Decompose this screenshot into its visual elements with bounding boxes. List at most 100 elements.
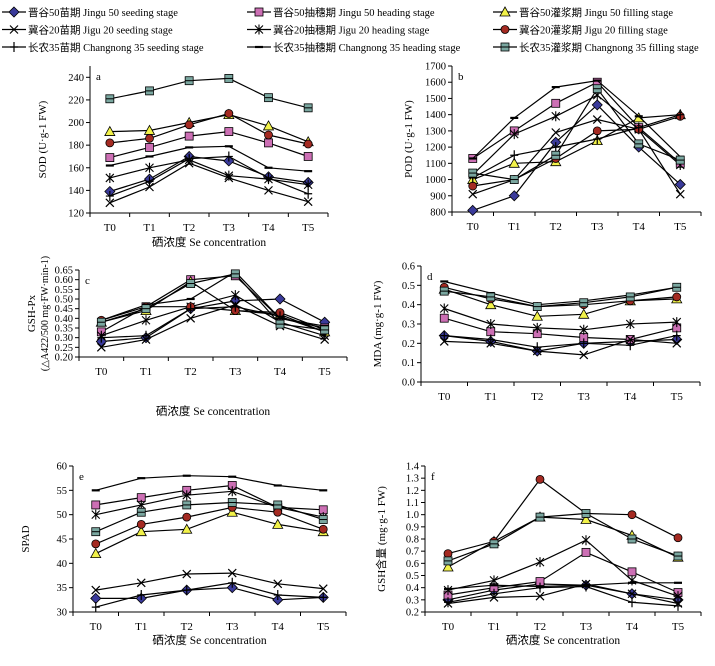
legend-label: 冀谷20灌浆期 Jigu 20 filling stage — [519, 24, 668, 37]
y-tick-label: 40 — [57, 559, 68, 570]
data-point — [489, 575, 499, 586]
y-tick-label: 1.2 — [406, 486, 419, 497]
data-point — [627, 567, 637, 577]
legend-label: 晋谷50灌浆期 Jingu 50 filling stage — [519, 6, 673, 19]
x-axis-label: 硒浓度 Se concentration — [156, 404, 271, 418]
y-tick-label: 0.5 — [406, 571, 419, 582]
x-tick-label: T5 — [319, 366, 332, 378]
data-point — [580, 513, 592, 524]
data-point — [303, 179, 313, 190]
data-point — [672, 292, 682, 302]
y-tick-label: 30 — [57, 608, 68, 619]
x-tick-label: T5 — [671, 391, 684, 403]
legend-marker — [254, 7, 264, 17]
y-tick-label: 0.9 — [406, 522, 419, 533]
y-tick-label: 1700 — [425, 62, 446, 73]
series-line — [109, 145, 309, 172]
series-7 — [444, 581, 682, 611]
y-tick-label: 60 — [57, 462, 68, 473]
data-point — [535, 474, 545, 484]
series-4 — [439, 335, 682, 360]
data-point — [531, 310, 543, 321]
data-point — [675, 189, 685, 199]
series-5 — [91, 486, 328, 523]
x-axis-label: 硒浓度 Se concentration — [152, 235, 267, 249]
y-tick-label: 0.55 — [55, 285, 73, 296]
series-line — [444, 317, 677, 341]
series-2 — [105, 127, 313, 162]
series-line — [109, 155, 309, 197]
series-8 — [440, 280, 681, 306]
series-line — [447, 582, 678, 590]
series-6 — [443, 474, 683, 558]
y-tick-label: 0.2 — [402, 339, 415, 350]
y-axis-label: POD (U·g-1 FW) — [403, 100, 415, 178]
series-line — [472, 115, 681, 187]
legend-marker — [254, 24, 264, 35]
series-7 — [97, 301, 329, 343]
data-point — [184, 120, 194, 130]
panel-d: 0.0 0.1 0.2 0.3 0.4 0.5 0.6 T0 T1 T2 T3 T4 T5 d MDA (m… — [372, 262, 701, 403]
x-tick-label: T3 — [578, 391, 591, 403]
y-tick-label: 45 — [57, 535, 68, 546]
y-tick-label: 200 — [68, 118, 84, 129]
series-line — [447, 585, 679, 607]
data-point — [593, 134, 602, 144]
data-point — [485, 298, 497, 310]
series-line — [101, 298, 325, 343]
series-line — [447, 583, 679, 601]
data-point — [468, 189, 478, 199]
x-tick-label: T2 — [183, 222, 195, 234]
data-point — [303, 152, 313, 161]
x-tick-label: T2 — [531, 391, 543, 403]
data-point — [582, 581, 590, 592]
data-point — [508, 190, 520, 202]
data-point — [105, 153, 115, 162]
y-tick-label: 1400 — [425, 110, 446, 121]
data-point — [136, 520, 146, 529]
data-point — [145, 162, 154, 173]
series-line — [472, 79, 681, 159]
y-tick-label: 800 — [430, 208, 446, 219]
data-point — [90, 547, 102, 558]
data-point — [186, 313, 196, 323]
series-9 — [439, 282, 682, 312]
y-tick-label: 0.8 — [406, 535, 419, 546]
series-3 — [442, 511, 684, 572]
data-point — [91, 509, 101, 520]
data-point — [318, 584, 328, 594]
legend-label: 长农35抽穗期 Changnong 35 heading stage — [273, 41, 461, 54]
axis-lines — [451, 66, 701, 213]
data-point — [264, 185, 273, 195]
x-tick-label: T4 — [262, 222, 275, 234]
y-tick-label: 0.65 — [55, 266, 73, 277]
data-point — [318, 524, 328, 534]
y-tick-label: 0.7 — [406, 547, 419, 558]
data-point — [444, 597, 452, 608]
series-3 — [467, 108, 686, 184]
data-point — [443, 549, 453, 558]
axis-lines — [89, 66, 328, 214]
series-1 — [467, 99, 686, 216]
x-tick-label: T3 — [229, 366, 242, 378]
series-8 — [91, 474, 328, 492]
series-line — [109, 162, 309, 204]
data-point — [230, 290, 240, 301]
series-1 — [438, 330, 683, 357]
x-tick-label: T5 — [317, 621, 330, 633]
data-point — [91, 602, 100, 613]
series-line — [444, 307, 677, 331]
series-9 — [468, 84, 685, 184]
x-axis-label: 硒浓度 Se concentration — [506, 633, 621, 647]
series-line — [95, 582, 324, 608]
data-point — [105, 198, 115, 208]
panel-letter: b — [458, 71, 464, 83]
series-line — [444, 286, 677, 308]
series-2 — [443, 547, 683, 600]
data-point — [319, 592, 328, 603]
series-line — [444, 338, 677, 356]
x-tick-label: T4 — [633, 221, 646, 233]
x-tick-label: T0 — [438, 391, 451, 403]
data-point — [508, 157, 520, 168]
y-tick-label: 1.4 — [406, 462, 420, 473]
